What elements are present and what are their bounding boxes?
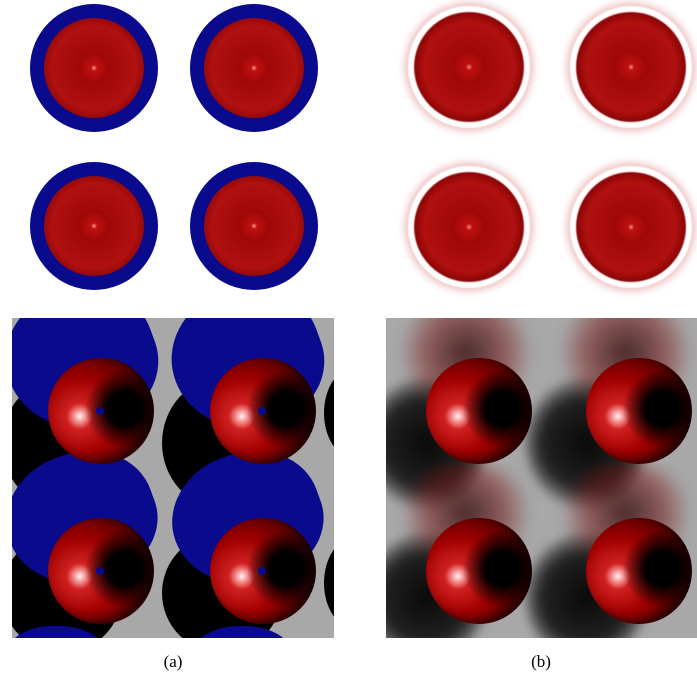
shadow bbox=[324, 538, 334, 628]
red-disc bbox=[204, 176, 304, 276]
blue-dot bbox=[96, 407, 104, 415]
red-disc bbox=[576, 12, 686, 122]
red-sphere bbox=[586, 518, 692, 624]
panel-a-top bbox=[12, 0, 334, 300]
red-disc bbox=[44, 176, 144, 276]
shadow bbox=[324, 368, 334, 458]
blue-region bbox=[12, 626, 106, 638]
red-disc bbox=[414, 172, 524, 282]
caption-a: (a) bbox=[163, 652, 183, 671]
red-disc bbox=[204, 18, 304, 118]
blue-dot bbox=[96, 567, 104, 575]
panel-b-bottom bbox=[386, 318, 697, 638]
red-sphere bbox=[426, 358, 532, 464]
red-sphere bbox=[426, 518, 532, 624]
panel-b-top bbox=[386, 0, 697, 300]
red-disc bbox=[414, 12, 524, 122]
caption-b: (b) bbox=[531, 652, 551, 671]
blue-dot bbox=[258, 567, 266, 575]
red-disc bbox=[44, 18, 144, 118]
panel-a-bottom bbox=[12, 318, 334, 638]
red-disc bbox=[576, 172, 686, 282]
blue-dot bbox=[258, 407, 266, 415]
blue-region bbox=[192, 626, 292, 638]
red-sphere bbox=[586, 358, 692, 464]
